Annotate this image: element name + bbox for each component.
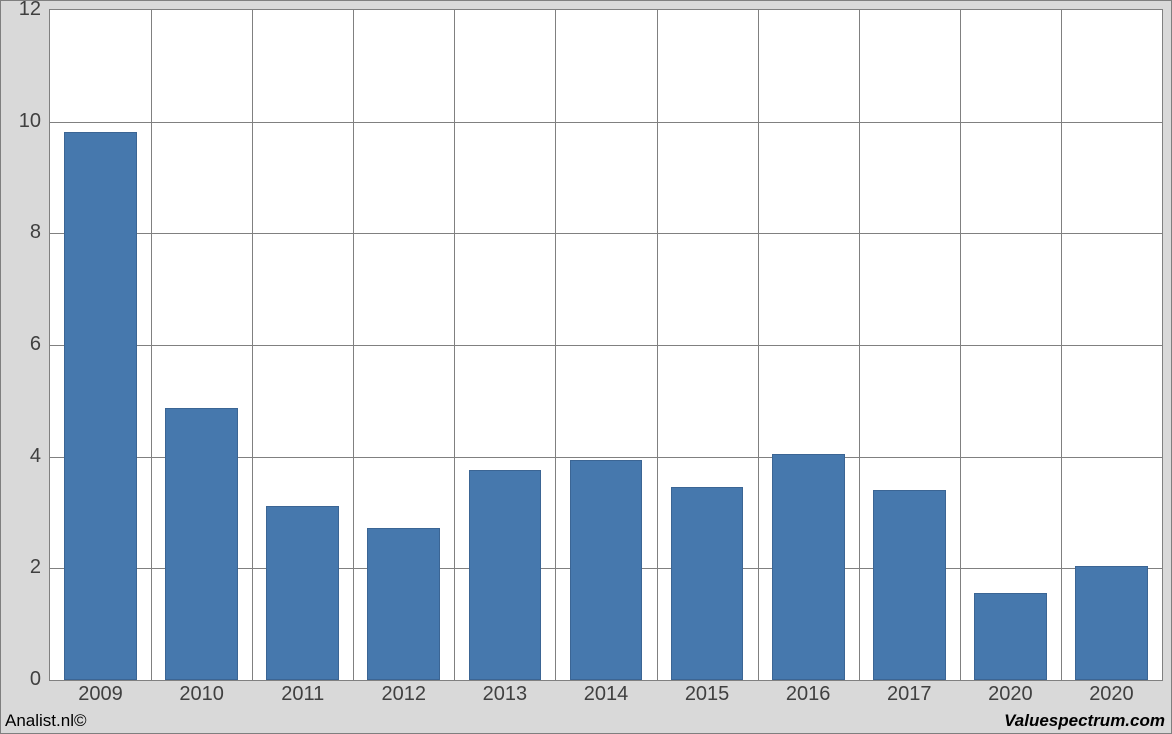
bar (873, 490, 946, 680)
bar (367, 528, 440, 680)
y-tick-label: 12 (5, 0, 41, 21)
x-tick-label: 2014 (555, 683, 656, 706)
gridline-horizontal (50, 122, 1162, 123)
y-tick-label: 8 (5, 221, 41, 244)
gridline-vertical (151, 10, 152, 680)
y-tick-label: 6 (5, 333, 41, 356)
x-tick-label: 2015 (657, 683, 758, 706)
gridline-vertical (1061, 10, 1062, 680)
gridline-vertical (555, 10, 556, 680)
bar (469, 470, 542, 680)
bar (266, 506, 339, 680)
y-tick-label: 2 (5, 556, 41, 579)
gridline-vertical (353, 10, 354, 680)
gridline-horizontal (50, 233, 1162, 234)
x-tick-label: 2012 (353, 683, 454, 706)
gridline-vertical (758, 10, 759, 680)
x-tick-label: 2020 (960, 683, 1061, 706)
x-tick-label: 2010 (151, 683, 252, 706)
bar (165, 408, 238, 680)
footer-left: Analist.nl© (5, 711, 87, 731)
y-tick-label: 4 (5, 445, 41, 468)
plot-area (49, 9, 1163, 681)
bar (772, 454, 845, 680)
footer-right: Valuespectrum.com (1004, 711, 1165, 731)
bar (64, 132, 137, 680)
gridline-vertical (960, 10, 961, 680)
chart-container: Analist.nl© Valuespectrum.com 0 2 4 6 8 10 12 2… (0, 0, 1172, 734)
gridline-vertical (454, 10, 455, 680)
gridline-vertical (657, 10, 658, 680)
gridline-vertical (859, 10, 860, 680)
x-tick-label: 2020 (1061, 683, 1162, 706)
x-tick-label: 2009 (50, 683, 151, 706)
bar (671, 487, 744, 680)
x-tick-label: 2016 (758, 683, 859, 706)
y-tick-label: 0 (5, 668, 41, 691)
gridline-horizontal (50, 345, 1162, 346)
bar (1075, 566, 1148, 680)
gridline-vertical (252, 10, 253, 680)
x-tick-label: 2013 (454, 683, 555, 706)
y-tick-label: 10 (5, 110, 41, 133)
x-tick-label: 2011 (252, 683, 353, 706)
bar (974, 593, 1047, 680)
x-tick-label: 2017 (859, 683, 960, 706)
bar (570, 460, 643, 680)
